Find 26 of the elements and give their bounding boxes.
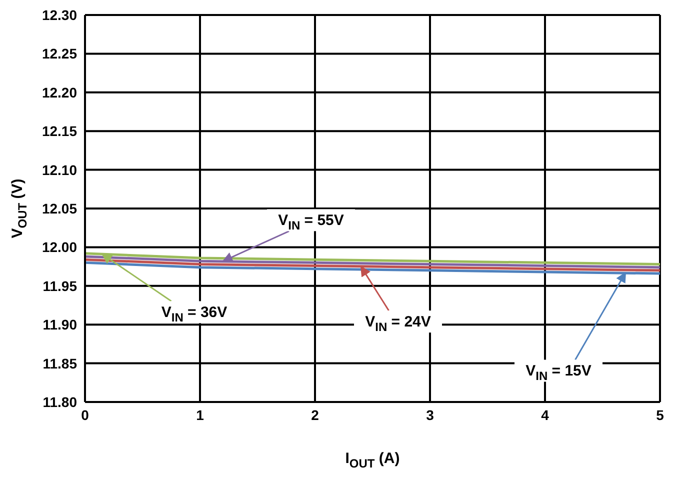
x-tick-label: 2 <box>311 406 320 423</box>
y-tick-label: 12.25 <box>42 46 78 62</box>
x-tick-label: 0 <box>81 406 90 423</box>
y-tick-label: 12.15 <box>42 123 78 140</box>
annotation: V$_{IN}$ = 36V <box>161 304 228 325</box>
line-series <box>85 261 660 275</box>
y-tick-label: 12.05 <box>42 200 78 216</box>
y-tick-label: 12.20 <box>42 84 78 100</box>
annotation: V$_{IN}$ = 24V <box>365 314 431 334</box>
y-tick-label: 12.00 <box>42 239 78 256</box>
x-tick-label: 1 <box>196 406 204 423</box>
x-tick-label: 5 <box>656 406 664 423</box>
annotation: V$_{IN}$ = 55V <box>278 212 344 233</box>
y-tick-label: 11.90 <box>42 316 78 333</box>
line-series <box>85 252 660 266</box>
x-tick-label: 3 <box>426 406 434 423</box>
y-tick-label: 12.30 <box>42 6 78 23</box>
annotation: V$_{IN}$ = 15V <box>526 362 592 384</box>
x-tick-label: 4 <box>541 406 550 423</box>
y-tick-label: 12.10 <box>42 162 78 178</box>
line-series <box>85 258 660 272</box>
y-tick-label: 11.85 <box>42 355 78 372</box>
y-tick-label: 11.95 <box>42 278 78 294</box>
y-tick-label: 11.80 <box>42 394 78 410</box>
x-axis-title: I$_{OUT}$ (A) <box>345 450 400 470</box>
line-series <box>85 255 660 269</box>
